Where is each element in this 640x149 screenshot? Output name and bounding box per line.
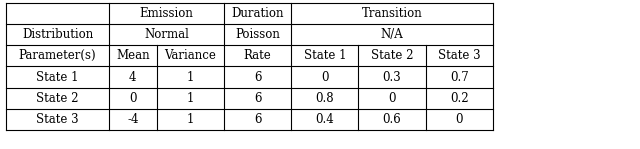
Text: 4: 4 <box>129 70 136 84</box>
Text: Rate: Rate <box>244 49 271 62</box>
Text: 0: 0 <box>129 92 136 105</box>
Text: Transition: Transition <box>362 7 422 20</box>
Text: -4: -4 <box>127 113 138 126</box>
Text: 0.3: 0.3 <box>383 70 401 84</box>
Text: State 1: State 1 <box>36 70 79 84</box>
Text: N/A: N/A <box>381 28 403 41</box>
Text: 6: 6 <box>254 92 261 105</box>
Text: Parameter(s): Parameter(s) <box>19 49 97 62</box>
Text: State 3: State 3 <box>36 113 79 126</box>
Text: 1: 1 <box>187 113 194 126</box>
Text: 0.6: 0.6 <box>383 113 401 126</box>
Text: 0.2: 0.2 <box>450 92 468 105</box>
Text: 0: 0 <box>388 92 396 105</box>
Text: 1: 1 <box>187 70 194 84</box>
Text: State 2: State 2 <box>371 49 413 62</box>
Text: 0.4: 0.4 <box>316 113 334 126</box>
Text: 0.7: 0.7 <box>450 70 468 84</box>
Text: State 1: State 1 <box>303 49 346 62</box>
Text: State 3: State 3 <box>438 49 481 62</box>
Text: State 2: State 2 <box>36 92 79 105</box>
Text: Variance: Variance <box>164 49 216 62</box>
Text: 6: 6 <box>254 113 261 126</box>
Text: 0.8: 0.8 <box>316 92 334 105</box>
Text: 6: 6 <box>254 70 261 84</box>
Text: 1: 1 <box>187 92 194 105</box>
Text: Distribution: Distribution <box>22 28 93 41</box>
Text: 0: 0 <box>321 70 328 84</box>
Text: Emission: Emission <box>140 7 193 20</box>
Text: Poisson: Poisson <box>235 28 280 41</box>
Text: Duration: Duration <box>231 7 284 20</box>
Text: Normal: Normal <box>144 28 189 41</box>
Text: Mean: Mean <box>116 49 150 62</box>
Text: 0: 0 <box>456 113 463 126</box>
